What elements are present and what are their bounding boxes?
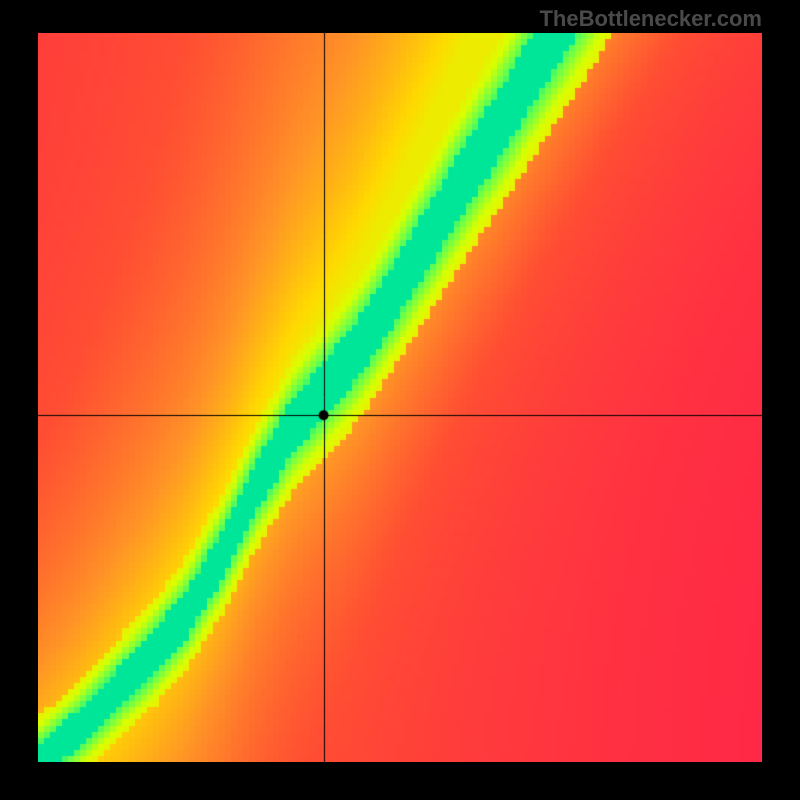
chart-container: TheBottlenecker.com: [0, 0, 800, 800]
bottleneck-heatmap: [38, 33, 762, 762]
watermark-text: TheBottlenecker.com: [539, 6, 762, 32]
